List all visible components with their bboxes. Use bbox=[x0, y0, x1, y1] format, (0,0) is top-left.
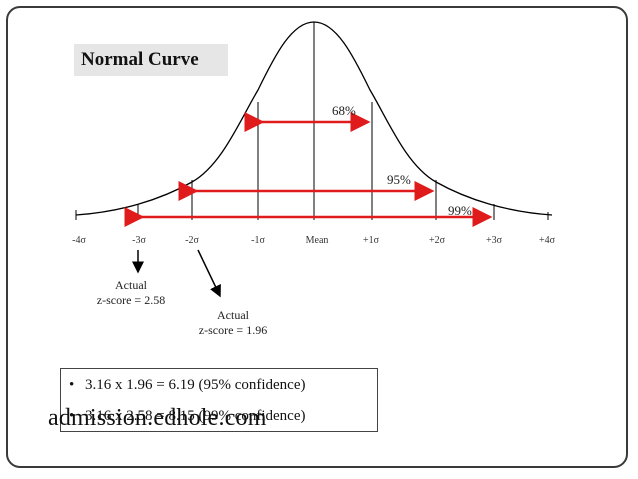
label-99: 99% bbox=[448, 203, 472, 218]
chart-title: Normal Curve bbox=[81, 49, 199, 70]
note-196-line1: Actual bbox=[217, 308, 249, 322]
bullet-text-99: 3.16 x 2.58 = 8.15 (99% confidence) bbox=[85, 408, 306, 424]
slide-frame bbox=[6, 6, 628, 468]
note-258-line2: z-score = 2.58 bbox=[96, 293, 166, 307]
axis-label-minus1: -1σ bbox=[251, 235, 265, 246]
axis-label-minus3: -3σ bbox=[132, 235, 146, 246]
axis-label-plus3: +3σ bbox=[485, 235, 503, 246]
axis-label-minus2: -2σ bbox=[185, 235, 199, 246]
watermark: admission.edhole.com bbox=[48, 405, 267, 431]
bullet-box: • 3.16 x 1.96 = 6.19 (95% confidence) • 3.… bbox=[60, 368, 378, 432]
bullet-text-95: 3.16 x 1.96 = 6.19 (95% confidence) bbox=[85, 377, 306, 393]
note-196-line2: z-score = 1.96 bbox=[198, 323, 268, 337]
label-68: 68% bbox=[332, 103, 356, 118]
title-background bbox=[74, 44, 228, 76]
axis-label-plus1: +1σ bbox=[362, 235, 380, 246]
note-actual-196: Actual z-score = 1.96 bbox=[177, 308, 289, 338]
pointer-arrow-196 bbox=[197, 249, 221, 298]
note-258-line1: Actual bbox=[115, 278, 147, 292]
axis-label-minus4: -4σ bbox=[72, 235, 86, 246]
axis-label-plus2: +2σ bbox=[428, 235, 446, 246]
bullet-item-95: • 3.16 x 1.96 = 6.19 (95% confidence) bbox=[69, 377, 306, 393]
bullet-item-99: • 3.16 x 2.58 = 8.15 (99% confidence) bbox=[69, 408, 306, 424]
axis-label-mean: Mean bbox=[305, 235, 329, 246]
label-95: 95% bbox=[387, 172, 411, 187]
axis-label-plus4: +4σ bbox=[538, 235, 556, 246]
note-actual-258: Actual z-score = 2.58 bbox=[76, 278, 186, 308]
